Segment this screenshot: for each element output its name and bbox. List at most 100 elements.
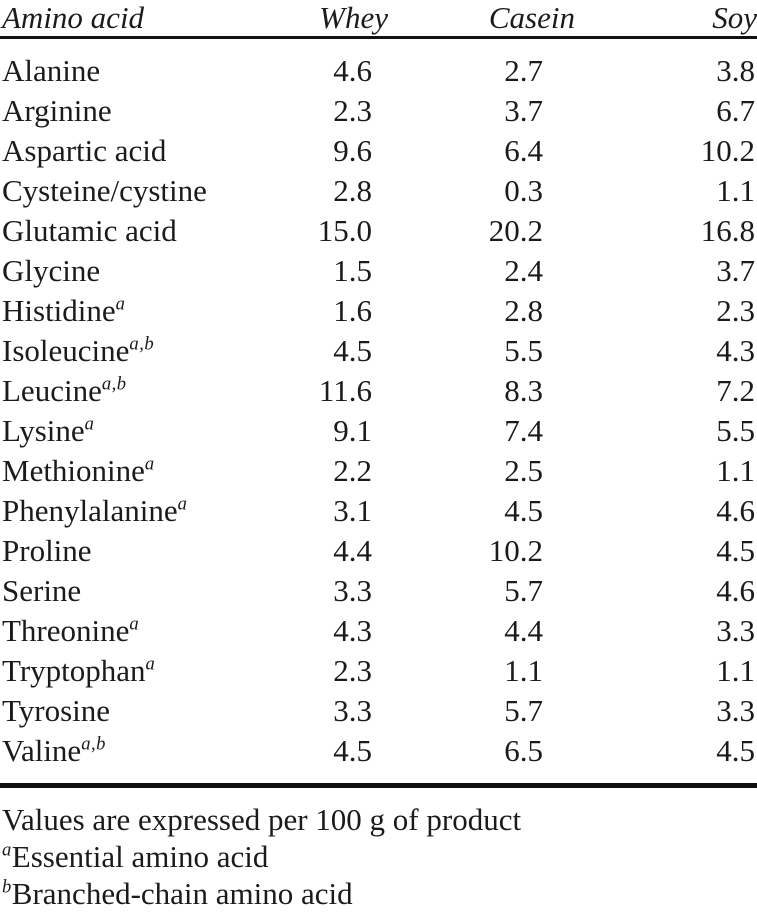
whey-value: 3.1	[333, 493, 372, 528]
amino-acid-name: Histidinea	[2, 293, 126, 328]
amino-acid-composition-table: Amino acid Whey Casein Soy Alanine 4.6 2.7…	[0, 0, 757, 788]
casein-value: 7.4	[504, 413, 543, 448]
amino-acid-name: Isoleucinea,b	[2, 333, 155, 368]
casein-value: 8.3	[504, 373, 543, 408]
column-header-whey: Whey	[256, 0, 388, 39]
casein-value: 20.2	[488, 213, 543, 248]
soy-value: 4.5	[716, 533, 755, 568]
footnote-marker: a	[84, 413, 95, 435]
soy-value: 4.5	[716, 733, 755, 768]
column-header-soy: Soy	[543, 0, 757, 39]
amino-acid-name: Aspartic acid	[2, 133, 167, 168]
soy-value: 16.8	[700, 213, 755, 248]
soy-value: 6.7	[716, 93, 755, 128]
casein-value: 6.5	[504, 733, 543, 768]
soy-value: 4.6	[716, 493, 755, 528]
soy-value: 4.3	[716, 333, 755, 368]
amino-acid-name: Glutamic acid	[2, 213, 177, 248]
soy-value: 3.8	[716, 53, 755, 88]
whey-value: 2.8	[333, 173, 372, 208]
soy-value: 10.2	[700, 133, 755, 168]
table-row: Serine 3.3 5.7 4.6	[0, 571, 757, 611]
amino-acid-name: Alanine	[2, 53, 101, 88]
casein-value: 5.5	[504, 333, 543, 368]
whey-value: 9.6	[333, 133, 372, 168]
whey-value: 3.3	[333, 573, 372, 608]
amino-acid-name: Leucinea,b	[2, 373, 127, 408]
whey-value: 2.3	[333, 653, 372, 688]
whey-value: 15.0	[317, 213, 372, 248]
soy-value: 2.3	[716, 293, 755, 328]
table-row: Histidinea 1.6 2.8 2.3	[0, 291, 757, 331]
amino-acid-name: Tryptophana	[2, 653, 156, 688]
casein-value: 5.7	[504, 573, 543, 608]
header-row: Amino acid Whey Casein Soy	[0, 0, 757, 39]
casein-value: 2.8	[504, 293, 543, 328]
whey-value: 1.6	[333, 293, 372, 328]
footnote-marker: a	[129, 613, 140, 635]
soy-value: 3.3	[716, 693, 755, 728]
footnote-b-marker: b	[2, 876, 12, 898]
footnote-marker: a,b	[129, 333, 155, 355]
soy-value: 1.1	[716, 653, 755, 688]
footnote-marker: a,b	[81, 733, 106, 755]
soy-value: 5.5	[716, 413, 755, 448]
table-row: Lysinea 9.1 7.4 5.5	[0, 411, 757, 451]
amino-acid-name: Phenylalaninea	[2, 493, 188, 528]
table-body: Alanine 4.6 2.7 3.8 Arginine 2.3 3.7 6.7 Asparti…	[0, 38, 757, 786]
casein-value: 1.1	[504, 653, 543, 688]
footnote-marker: a	[115, 293, 126, 315]
table-row: Alanine 4.6 2.7 3.8	[0, 38, 757, 92]
table-header: Amino acid Whey Casein Soy	[0, 0, 757, 39]
whey-value: 4.4	[333, 533, 372, 568]
soy-value: 1.1	[716, 453, 755, 488]
casein-value: 2.7	[504, 53, 543, 88]
table-footnotes: Values are expressed per 100 g of produc…	[0, 801, 757, 912]
casein-value: 6.4	[504, 133, 543, 168]
whey-value: 4.5	[333, 733, 372, 768]
table-row: Threoninea 4.3 4.4 3.3	[0, 611, 757, 651]
footnote-marker: a	[145, 653, 156, 675]
amino-acid-name: Valinea,b	[2, 733, 106, 768]
footnote-marker: a,b	[101, 373, 127, 395]
amino-acid-name: Serine	[2, 573, 82, 608]
footnote-a-marker: a	[2, 839, 12, 861]
amino-acid-name: Arginine	[2, 93, 112, 128]
casein-value: 10.2	[488, 533, 543, 568]
table-row: Isoleucinea,b 4.5 5.5 4.3	[0, 331, 757, 371]
amino-acid-name: Threoninea	[2, 613, 140, 648]
table-row: Leucinea,b 11.6 8.3 7.2	[0, 371, 757, 411]
casein-value: 2.5	[504, 453, 543, 488]
table-row: Tryptophana 2.3 1.1 1.1	[0, 651, 757, 691]
casein-value: 3.7	[504, 93, 543, 128]
soy-value: 4.6	[716, 573, 755, 608]
casein-value: 2.4	[504, 253, 543, 288]
amino-acid-name: Glycine	[2, 253, 101, 288]
casein-value: 0.3	[504, 173, 543, 208]
amino-acid-name: Proline	[2, 533, 92, 568]
soy-value: 7.2	[716, 373, 755, 408]
footnote-marker: a	[177, 493, 188, 515]
footnote-b: bBranched-chain amino acid	[2, 875, 757, 912]
footnote-a-text: Essential amino acid	[11, 839, 269, 874]
whey-value: 2.2	[333, 453, 372, 488]
casein-value: 4.4	[504, 613, 543, 648]
amino-acid-name: Cysteine/cystine	[2, 173, 207, 208]
table-row: Phenylalaninea 3.1 4.5 4.6	[0, 491, 757, 531]
whey-value: 2.3	[333, 93, 372, 128]
footnote-b-text: Branched-chain amino acid	[11, 876, 353, 911]
casein-value: 5.7	[504, 693, 543, 728]
table-row: Methioninea 2.2 2.5 1.1	[0, 451, 757, 491]
casein-value: 4.5	[504, 493, 543, 528]
table-row: Tyrosine 3.3 5.7 3.3	[0, 691, 757, 731]
soy-value: 3.7	[716, 253, 755, 288]
values-note: Values are expressed per 100 g of produc…	[2, 802, 522, 837]
footnote-a: aEssential amino acid	[2, 838, 757, 875]
footnote-marker: a	[144, 453, 155, 475]
whey-value: 11.6	[318, 373, 372, 408]
whey-value: 9.1	[333, 413, 372, 448]
whey-value: 4.3	[333, 613, 372, 648]
whey-value: 1.5	[333, 253, 372, 288]
table-row: Aspartic acid 9.6 6.4 10.2	[0, 131, 757, 171]
amino-acid-name: Tyrosine	[2, 693, 111, 728]
